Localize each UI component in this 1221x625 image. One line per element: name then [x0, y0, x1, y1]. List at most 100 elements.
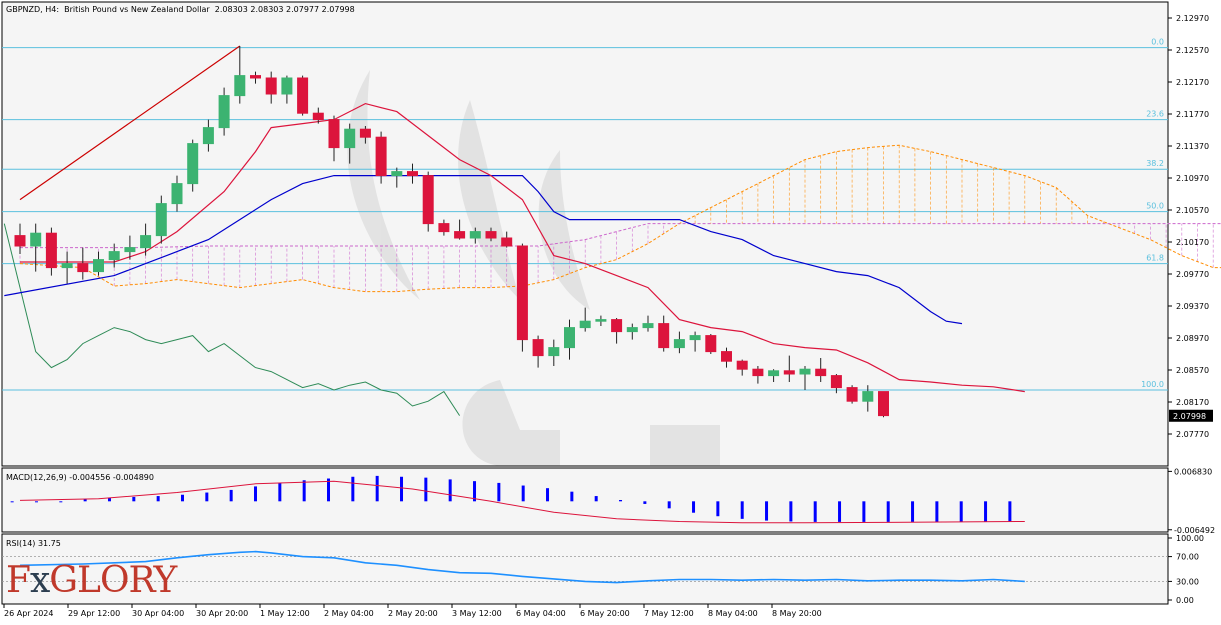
- candle-body: [830, 375, 842, 389]
- candle-body: [297, 77, 309, 114]
- macd-signal-line: [19, 480, 1025, 524]
- candle-body: [312, 112, 324, 121]
- candle-body: [705, 335, 717, 353]
- macd-histogram-bar: [740, 501, 744, 519]
- y-tick-label: 2.09770: [1176, 270, 1209, 279]
- candle-body: [642, 323, 654, 329]
- kijun-sen: [4, 175, 963, 325]
- x-tick-label: 2 May 04:00: [324, 609, 374, 618]
- macd-histogram-bar: [351, 476, 355, 502]
- macd-histogram-bar: [10, 501, 14, 503]
- candle-body: [108, 251, 120, 261]
- macd-histogram-bar: [643, 501, 647, 504]
- rsi-label: RSI(14) 31.75: [6, 539, 61, 548]
- macd-histogram-bar: [327, 478, 331, 502]
- macd-pane: [1, 467, 1169, 533]
- candle-body: [689, 335, 701, 341]
- macd-histogram-bar: [448, 479, 452, 502]
- macd-histogram-bar: [302, 480, 306, 502]
- candle-body: [250, 75, 261, 79]
- macd-histogram-bar: [1008, 501, 1012, 522]
- candle-body: [658, 323, 670, 349]
- macd-histogram-bar: [765, 501, 769, 521]
- fib-level-label: 23.6: [1146, 110, 1164, 119]
- chart-header: GBPNZD, H4: British Pound vs New Zealand…: [6, 5, 355, 14]
- macd-label: MACD(12,26,9) -0.004556 -0.004890: [6, 473, 154, 482]
- macd-histogram-bar: [229, 489, 233, 502]
- y-tick-label: 2.11770: [1176, 110, 1209, 119]
- macd-histogram-bar: [156, 496, 160, 502]
- macd-histogram-bar: [107, 497, 111, 502]
- candle-body: [77, 263, 89, 273]
- fib-level-label: 0.0: [1151, 38, 1164, 47]
- y-tick-label: 2.11370: [1176, 142, 1209, 151]
- fib-level-label: 61.8: [1146, 254, 1164, 263]
- candle-body: [407, 171, 418, 177]
- candle-body: [579, 320, 591, 329]
- candle-body: [359, 128, 371, 138]
- candle-body: [846, 387, 858, 402]
- macd-histogram-bar: [400, 476, 404, 502]
- macd-histogram-bar: [132, 496, 136, 502]
- senkou-span-a: [19, 144, 1221, 293]
- macd-histogram-bar: [59, 501, 63, 503]
- x-tick-label: 29 Apr 12:00: [68, 609, 120, 618]
- candle-body: [218, 95, 230, 129]
- fib-level-label: 50.0: [1146, 202, 1164, 211]
- candle-body: [155, 203, 167, 237]
- macd-histogram-bar: [667, 501, 671, 509]
- macd-histogram-bar: [546, 488, 550, 502]
- macd-histogram-bar: [959, 501, 963, 522]
- y-tick-label: 2.12170: [1176, 78, 1209, 87]
- macd-histogram-bar: [813, 501, 817, 522]
- x-tick-label: 30 Apr 20:00: [196, 609, 248, 618]
- macd-histogram-bar: [911, 501, 915, 522]
- candle-body: [61, 263, 73, 269]
- candle-body: [485, 231, 497, 239]
- x-tick-label: 8 May 20:00: [772, 609, 822, 618]
- fib-level-label: 100.0: [1141, 380, 1164, 389]
- y-tick-label: 2.09370: [1176, 302, 1209, 311]
- macd-histogram-bar: [789, 501, 793, 522]
- current-price-label: 2.07998: [1173, 412, 1206, 421]
- y-tick-label: 2.08970: [1176, 334, 1209, 343]
- candle-body: [532, 339, 544, 357]
- x-tick-label: 6 May 20:00: [580, 609, 630, 618]
- candle-body: [140, 235, 152, 249]
- macd-histogram-bar: [34, 501, 38, 503]
- candle-body: [265, 77, 277, 95]
- macd-histogram-bar: [375, 475, 379, 502]
- candle-body: [595, 319, 607, 322]
- macd-histogram-bar: [716, 501, 720, 517]
- x-tick-label: 2 May 20:00: [388, 609, 438, 618]
- macd-histogram-bar: [83, 499, 87, 502]
- candle-body: [93, 259, 104, 273]
- rsi-y-tick-label: 0.00: [1176, 596, 1194, 605]
- candle-body: [344, 128, 356, 149]
- candle-body: [768, 370, 780, 377]
- macd-histogram-bar: [886, 501, 890, 522]
- candle-body: [124, 247, 136, 253]
- macd-histogram-bar: [254, 486, 257, 502]
- y-tick-label: 2.12570: [1176, 46, 1209, 55]
- candle-body: [516, 245, 528, 341]
- candle-body: [878, 391, 889, 417]
- macd-histogram-bar: [278, 482, 282, 502]
- rsi-y-tick-label: 70.00: [1176, 553, 1199, 562]
- candle-body: [45, 232, 57, 269]
- candle-body: [721, 351, 732, 362]
- macd-histogram-bar: [838, 501, 842, 522]
- y-tick-label: 2.08570: [1176, 366, 1209, 375]
- candle-body: [783, 370, 795, 375]
- candle-body: [281, 77, 293, 95]
- rsi-y-tick-label: 100.00: [1176, 534, 1204, 543]
- rsi-line: [19, 550, 1025, 584]
- candle-body: [611, 319, 623, 333]
- fxglory-logo: FxGLORY: [6, 560, 177, 601]
- x-tick-label: 30 Apr 04:00: [132, 609, 184, 618]
- candle-body: [626, 327, 638, 333]
- candle-body: [673, 339, 685, 349]
- candle-body: [548, 347, 560, 357]
- chikou-span: [3, 223, 461, 416]
- macd-histogram-bar: [984, 501, 988, 522]
